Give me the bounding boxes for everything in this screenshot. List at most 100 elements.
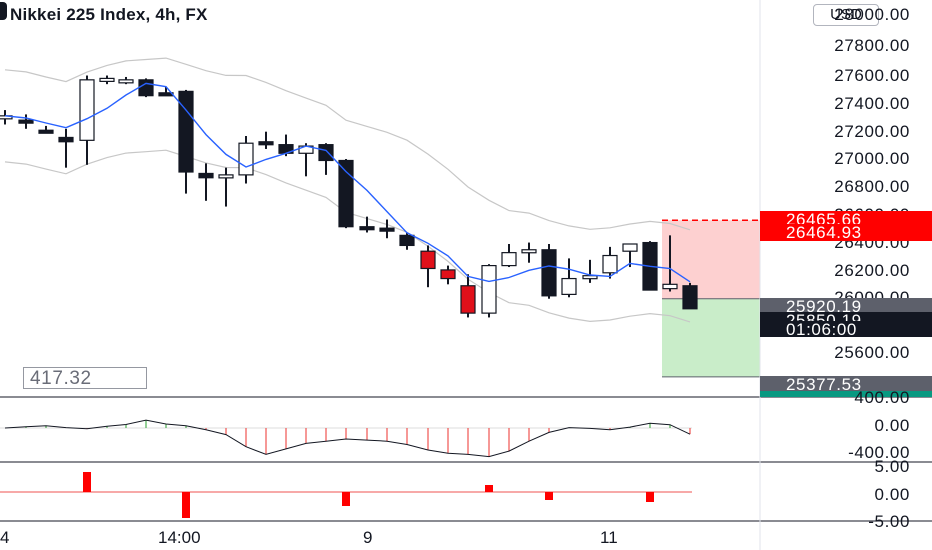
osc-label: 5.00 [874, 457, 910, 476]
candle [318, 143, 334, 175]
candle-body [481, 265, 497, 314]
oscillator-bar [83, 472, 91, 492]
candle [561, 258, 577, 298]
candle-body [338, 159, 354, 228]
measure-readout[interactable]: 417.32 [23, 367, 147, 389]
candle-body [379, 227, 395, 232]
moving-average-line [4, 82, 691, 283]
price-label: 27400.00 [834, 94, 910, 113]
oscillator-bar [342, 492, 350, 506]
price-label: 27600.00 [834, 66, 910, 85]
target-zone [662, 298, 760, 377]
candle-body [662, 283, 678, 290]
candle [338, 159, 354, 229]
candle [138, 78, 154, 98]
candle-body [138, 79, 154, 97]
candle-body [460, 285, 476, 314]
currency-button[interactable]: USD [813, 4, 879, 26]
macd-line [4, 419, 691, 458]
price-label: 27000.00 [834, 149, 910, 168]
time-label: 9 [363, 528, 373, 547]
entry-tag: 25920.19 [760, 298, 932, 315]
candle-body [218, 174, 234, 179]
candle-body [602, 254, 618, 274]
upper-band [4, 57, 691, 231]
candle-body [420, 250, 436, 270]
candle-body [359, 226, 375, 231]
time-label: 11 [600, 528, 618, 547]
candle-body [258, 141, 274, 146]
candle [399, 232, 415, 250]
candle [440, 265, 456, 285]
candle [198, 163, 214, 201]
candle [178, 89, 194, 194]
macd-label: -400.00 [848, 443, 910, 462]
stop-top-tag: 26465.66 [760, 211, 932, 228]
candle [38, 125, 54, 134]
candle [359, 216, 375, 233]
time-label: 14:00 [158, 528, 201, 547]
candle [682, 282, 698, 310]
candle-body [440, 269, 456, 280]
time-label: 4 [0, 528, 10, 547]
candle-body [58, 136, 74, 143]
candle [501, 244, 517, 268]
candle [99, 75, 115, 85]
price-label: 28000.00 [834, 5, 910, 24]
candle [420, 245, 436, 288]
candle-body [38, 129, 54, 134]
candle-body [18, 119, 34, 124]
candle [118, 76, 134, 85]
candle-body [501, 252, 517, 267]
candle [481, 264, 497, 318]
osc-label: -5.00 [868, 512, 910, 531]
candle [218, 167, 234, 207]
candle [58, 128, 74, 168]
oscillator-bar [485, 485, 493, 492]
oscillator-bar [545, 492, 553, 500]
price-label: 26200.00 [834, 261, 910, 280]
stop-zone [662, 220, 760, 299]
candle-body [541, 249, 557, 297]
candle-body [79, 79, 95, 141]
macd-label: 400.00 [854, 388, 910, 407]
osc-label: 0.00 [874, 485, 910, 504]
candle [379, 219, 395, 239]
candle [238, 136, 254, 184]
candle-body [399, 234, 415, 247]
oscillator-bar [182, 492, 190, 518]
candle [460, 274, 476, 318]
candle [541, 244, 557, 299]
countdown-tag: 01:06:00 [760, 321, 932, 338]
target-tag: 25377.53 [760, 376, 932, 393]
price-label: 25600.00 [834, 343, 910, 362]
macd-label: 0.00 [874, 416, 910, 435]
candle [602, 246, 618, 279]
candle-body [682, 285, 698, 310]
candle [79, 75, 95, 165]
candle [18, 114, 34, 129]
candle-body [521, 249, 537, 254]
target-tag-edge [760, 391, 932, 397]
candle-body [198, 172, 214, 179]
oscillator-bar [646, 492, 654, 502]
candle-body [582, 275, 598, 280]
candle [521, 242, 537, 263]
candle [582, 259, 598, 283]
candle-body [178, 90, 194, 173]
price-label: 26800.00 [834, 177, 910, 196]
symbol-marker [0, 2, 7, 20]
candle-body [238, 142, 254, 176]
candle-body [318, 144, 334, 162]
candle-body [561, 277, 577, 295]
price-label: 27800.00 [834, 36, 910, 55]
candle-body [622, 243, 638, 252]
candle [662, 235, 678, 292]
stop-loss-tag: 26464.93 [760, 224, 932, 241]
candle-body [118, 79, 134, 84]
price-label: 27200.00 [834, 122, 910, 141]
candle-body [99, 77, 115, 83]
chart-title[interactable]: Nikkei 225 Index, 4h, FX [10, 5, 208, 24]
candle [0, 110, 13, 125]
